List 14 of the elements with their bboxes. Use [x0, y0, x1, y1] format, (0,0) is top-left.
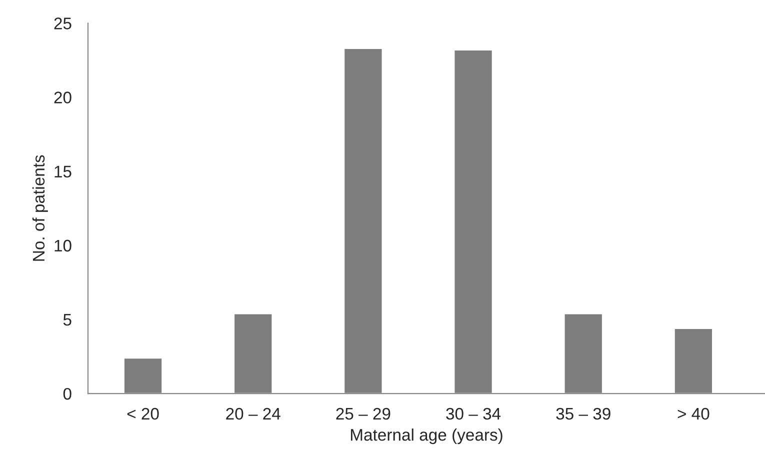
y-tick-label: 20 [54, 92, 72, 104]
x-tick-label: < 20 [127, 408, 159, 420]
y-tick-label: 0 [63, 388, 72, 400]
x-tick-label: 25 – 29 [336, 408, 390, 420]
y-axis-title: No. of patients [32, 155, 48, 261]
y-tick-label: 5 [63, 314, 72, 326]
x-tick-label: 35 – 39 [556, 408, 610, 420]
x-axis-title: Maternal age (years) [350, 428, 502, 444]
x-tick-label: > 40 [678, 408, 710, 420]
y-tick-label: 10 [54, 240, 72, 252]
x-tick-label: 20 – 24 [226, 408, 280, 420]
y-tick-label: 25 [54, 18, 72, 30]
y-tick-label: 15 [54, 166, 72, 178]
x-tick-label: 30 – 34 [446, 408, 501, 420]
